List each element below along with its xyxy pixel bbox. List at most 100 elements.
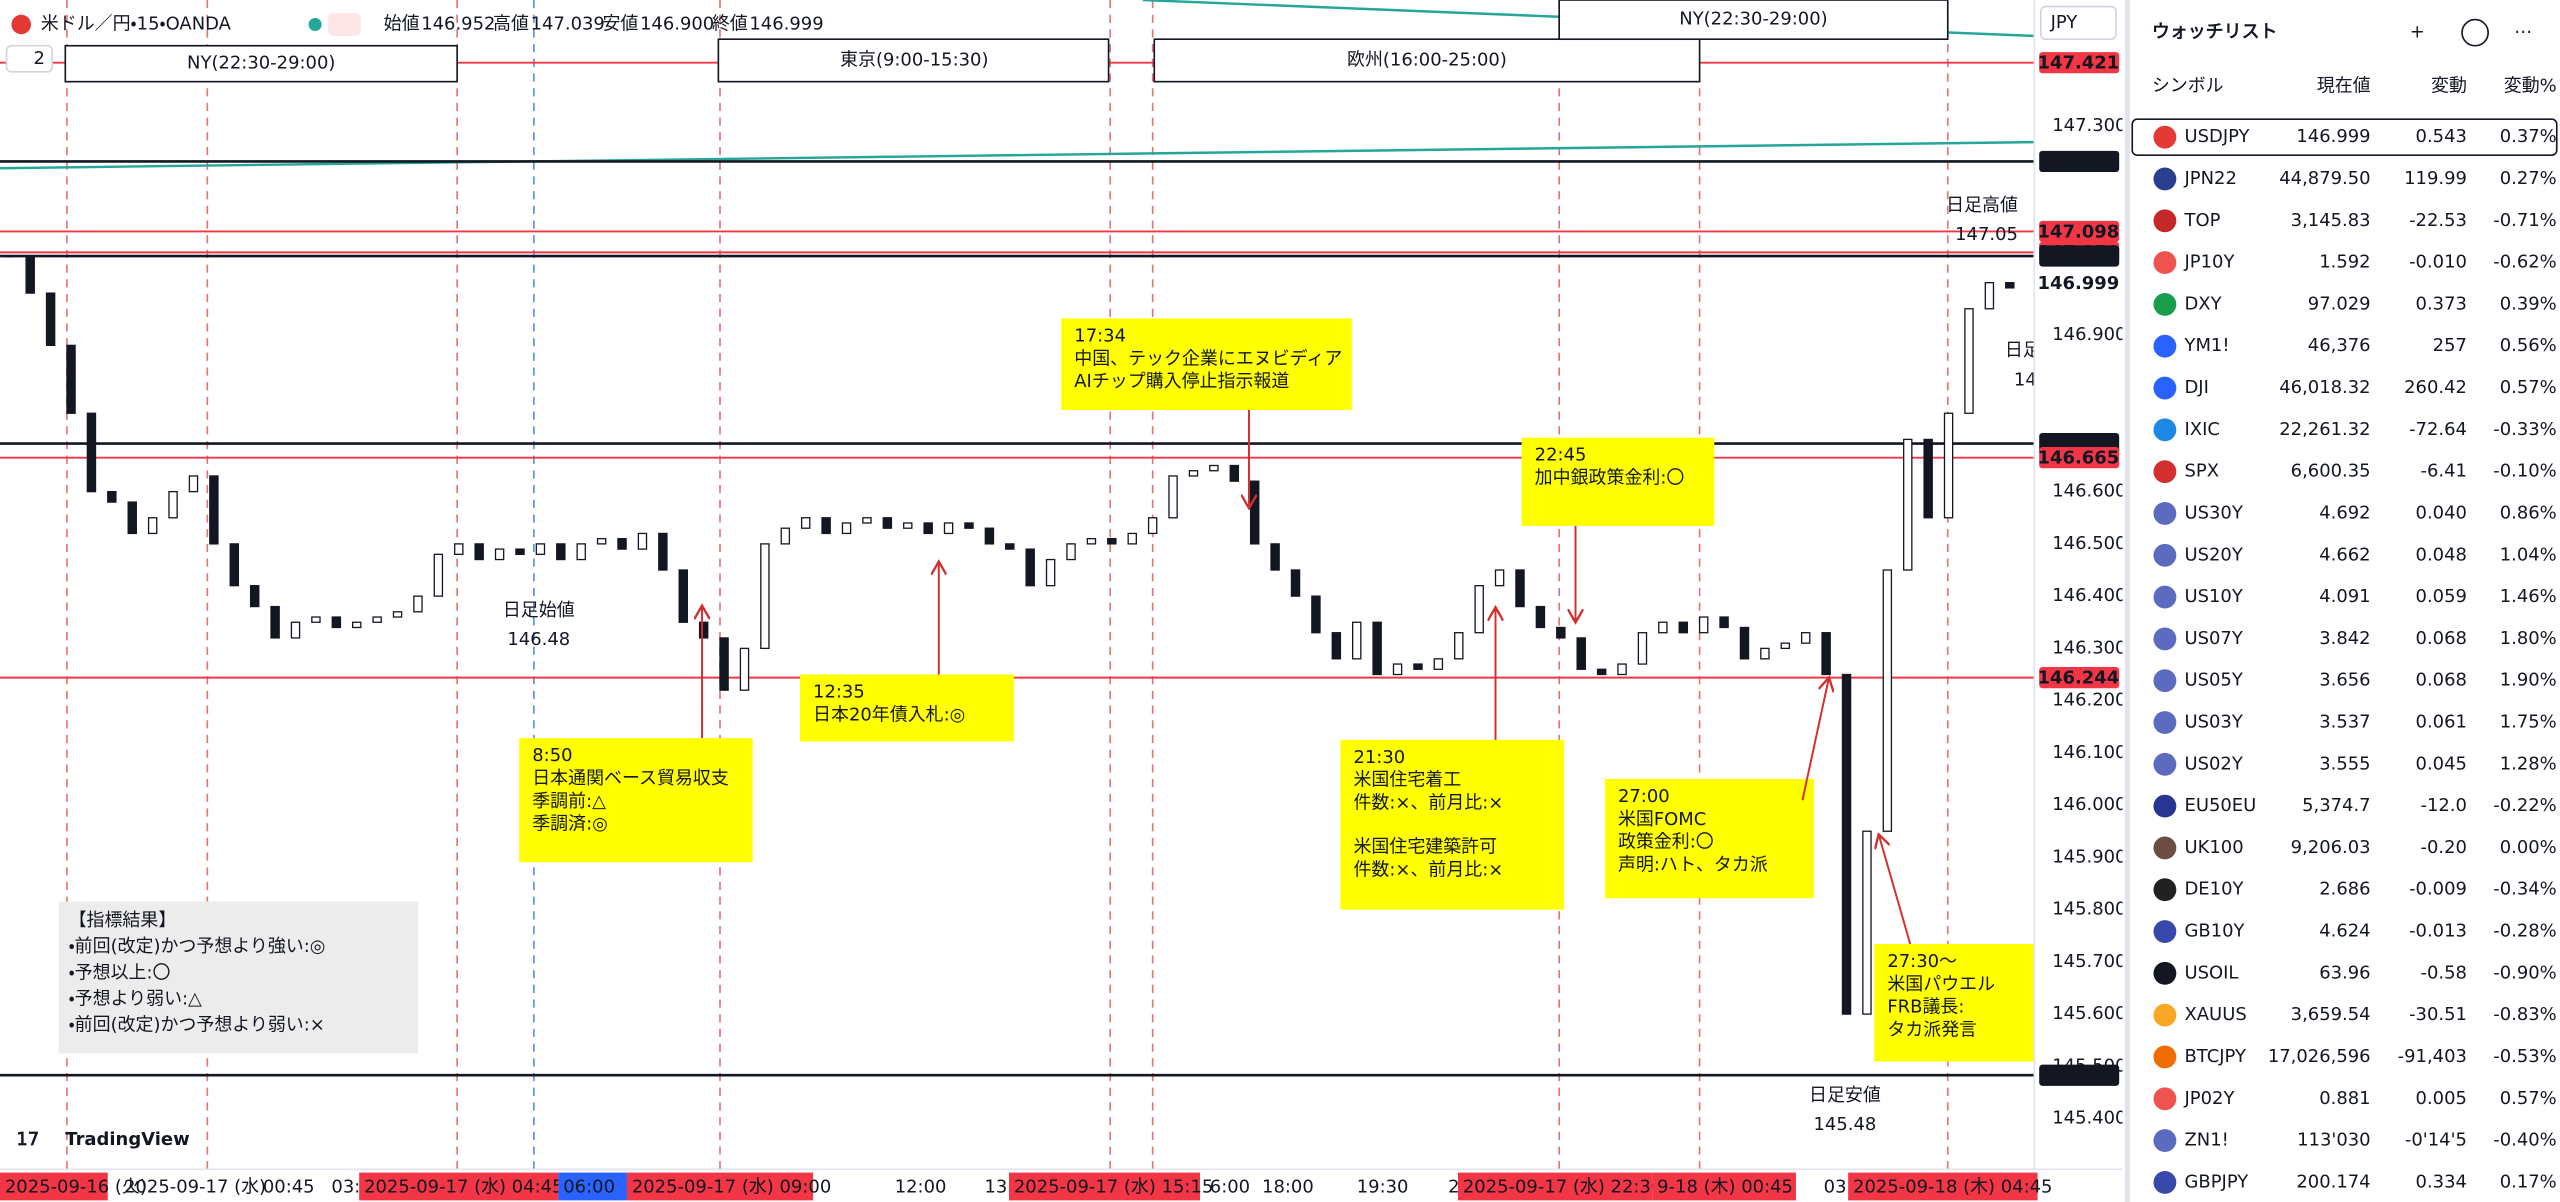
change-pct: -0.71%: [2493, 210, 2557, 231]
annotation-box: [1521, 437, 1715, 526]
column-header[interactable]: シンボル: [2152, 76, 2224, 97]
symbol[interactable]: GBPJPY: [2184, 1171, 2248, 1192]
annotation-text: 声明:ハト、タカ派: [1618, 855, 1768, 876]
currency-select[interactable]: [2040, 5, 2117, 41]
time-highlight: [1848, 1172, 2038, 1201]
price-ticks: 147.300 146.900 146.600 146.500 146.400 146.3…: [2052, 115, 2126, 1129]
candle: [1168, 475, 1178, 519]
candle: [1617, 663, 1627, 676]
symbol[interactable]: US07Y: [2184, 628, 2242, 649]
change: 0.059: [2416, 586, 2467, 607]
candle: [1882, 569, 1893, 832]
candle: [862, 517, 872, 524]
candle: [1127, 532, 1137, 545]
annotation-box: [1874, 943, 2035, 1062]
watchlist-title[interactable]: ウォッチリスト: [2152, 22, 2278, 43]
symbol[interactable]: US02Y: [2184, 753, 2242, 774]
candle: [943, 522, 954, 535]
candle: [1290, 569, 1301, 597]
status-dot: [308, 17, 322, 32]
add-button[interactable]: +: [2410, 22, 2425, 43]
price: 200.174: [2296, 1171, 2370, 1192]
watchlist: シンボル 現在値 変動 変動% USDJPY 146.999 0.543 0.37% JPN22…: [2131, 76, 2558, 1194]
trend-line: [0, 140, 2035, 170]
symbol[interactable]: US10Y: [2184, 586, 2242, 607]
candle: [1392, 663, 1403, 676]
symbol[interactable]: DJI: [2184, 377, 2208, 398]
symbol[interactable]: US05Y: [2184, 670, 2242, 691]
candle: [372, 616, 382, 623]
level-label: 147.421: [2037, 53, 2119, 74]
symbol[interactable]: TOP: [2183, 210, 2220, 231]
symbol[interactable]: USOIL: [2184, 962, 2238, 983]
column-header[interactable]: 変動%: [2504, 76, 2557, 97]
change-pct: 0.37%: [2500, 126, 2557, 147]
candle: [821, 517, 831, 535]
symbol[interactable]: BTCJPY: [2184, 1046, 2245, 1067]
change: 0.373: [2416, 293, 2467, 314]
symbol[interactable]: DXY: [2184, 293, 2221, 314]
symbol[interactable]: GB10Y: [2184, 921, 2244, 942]
pane-toggle[interactable]: [5, 44, 54, 73]
symbol[interactable]: JPN22: [2183, 168, 2236, 189]
symbol-icon: [2153, 167, 2177, 191]
daily-value: 147.05: [1955, 224, 2018, 245]
candle: [923, 522, 933, 535]
level-labels: 147.421147.232147.098147.058147.051146.9…: [2037, 52, 2119, 1086]
symbol-icon: [2153, 460, 2177, 484]
price: 46,018.32: [2279, 377, 2370, 398]
symbol-title[interactable]: 米ドル／円・15・OANDA: [41, 13, 232, 34]
watchlist-panel: [2122, 0, 2560, 1202]
change-pct: -0.40%: [2493, 1130, 2557, 1151]
daily-label: 日足始値: [503, 600, 575, 621]
symbol-icon: [2153, 585, 2177, 609]
time-label: 2025-09-16 (火): [5, 1176, 147, 1197]
symbol[interactable]: SPX: [2184, 461, 2219, 482]
symbol[interactable]: US03Y: [2184, 712, 2242, 733]
annotation-box: [1604, 779, 1814, 899]
session-label: 東京(9:00-15:30): [840, 49, 988, 70]
candle: [556, 543, 566, 561]
change: -0.013: [2409, 921, 2467, 942]
candle: [1454, 632, 1464, 660]
symbol[interactable]: IXIC: [2184, 419, 2219, 440]
symbol[interactable]: JP10Y: [2183, 252, 2234, 273]
candle: [1229, 464, 1240, 482]
candle: [535, 543, 546, 555]
time-labels: 2025-09-16 (火)2025-09-17 (水)00:45 03:0202…: [0, 1172, 2052, 1201]
time-label: 2025-09-17 (水) 15:15: [1014, 1176, 1213, 1197]
symbol[interactable]: US20Y: [2184, 544, 2242, 565]
price-tick-label: 146.500: [2052, 533, 2126, 554]
symbol[interactable]: JP02Y: [2183, 1088, 2234, 1109]
time-highlight: [1457, 1172, 1653, 1201]
annotation-arrow: [1801, 679, 1828, 801]
change: 0.040: [2416, 502, 2467, 523]
symbol[interactable]: EU50EU: [2184, 795, 2256, 816]
column-header[interactable]: 変動: [2431, 76, 2467, 97]
symbol[interactable]: YM1!: [2183, 335, 2229, 356]
symbol[interactable]: ZN1!: [2184, 1130, 2228, 1151]
symbol-icon: [2153, 711, 2177, 734]
symbol[interactable]: US30Y: [2184, 502, 2242, 523]
symbol[interactable]: DE10Y: [2184, 879, 2243, 900]
price: 17,026,596: [2268, 1046, 2371, 1067]
candle: [780, 527, 791, 545]
symbol[interactable]: UK100: [2184, 837, 2243, 858]
change: -22.53: [2409, 210, 2467, 231]
symbol-icon: [2153, 878, 2177, 902]
column-header[interactable]: 現在値: [2317, 76, 2371, 97]
price-tick-label: 145.800: [2052, 899, 2126, 920]
annotation-text: 加中銀政策金利:〇: [1535, 468, 1685, 489]
row-selected: [2131, 118, 2558, 156]
annotation-text: 27:00: [1618, 786, 1670, 807]
price: 22,261.32: [2279, 419, 2370, 440]
symbol[interactable]: XAUUS: [2184, 1004, 2246, 1025]
annotation-text: 米国住宅建築許可: [1353, 837, 1497, 858]
more-button[interactable]: ⋯: [2514, 22, 2532, 43]
symbol[interactable]: USDJPY: [2184, 126, 2249, 147]
level-tag: [2039, 272, 2120, 294]
layout-button[interactable]: [2461, 18, 2489, 47]
price-tick-label: 146.300: [2052, 637, 2126, 658]
candle: [1249, 480, 1260, 545]
price: 63.96: [2319, 962, 2370, 983]
